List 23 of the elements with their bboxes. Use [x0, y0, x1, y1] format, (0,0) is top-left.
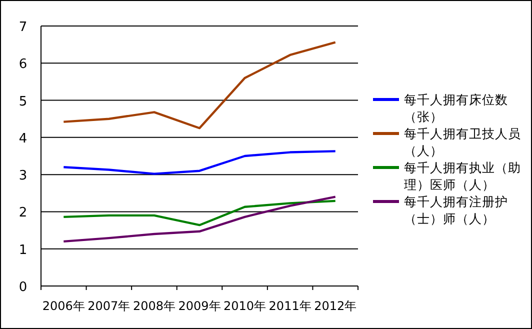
x-tick-label: 2006年	[42, 299, 85, 313]
x-tick-label: 2008年	[132, 299, 176, 313]
x-tick-label: 2010年	[224, 299, 266, 313]
y-tick-label: 4	[18, 131, 28, 146]
x-tick-label: 2011年	[268, 299, 312, 313]
x-tick-label: 2009年	[178, 299, 221, 313]
y-tick-label: 3	[18, 168, 28, 184]
y-tick-label: 0	[18, 280, 28, 295]
y-tick-label: 1	[18, 242, 28, 258]
line-series	[62, 196, 336, 243]
x-tick-label: 2007年	[88, 299, 130, 313]
x-tick-label: 2012年	[314, 299, 357, 313]
y-tick-label: 7	[18, 20, 28, 35]
line-series	[62, 200, 336, 226]
y-tick-label: 5	[18, 94, 28, 110]
y-tick-label: 2	[18, 206, 28, 221]
legend-label: 每千人拥有床位数（张）	[404, 91, 509, 125]
legend-label: 每千人拥有卫技人员（人）	[404, 125, 522, 159]
line-series	[62, 150, 336, 175]
legend-label: 每千人拥有执业（助理）医师（人）	[404, 159, 522, 193]
legend-label: 每千人拥有注册护（士）师（人）	[404, 193, 509, 227]
y-tick-label: 6	[18, 57, 28, 72]
line-series	[62, 41, 336, 130]
